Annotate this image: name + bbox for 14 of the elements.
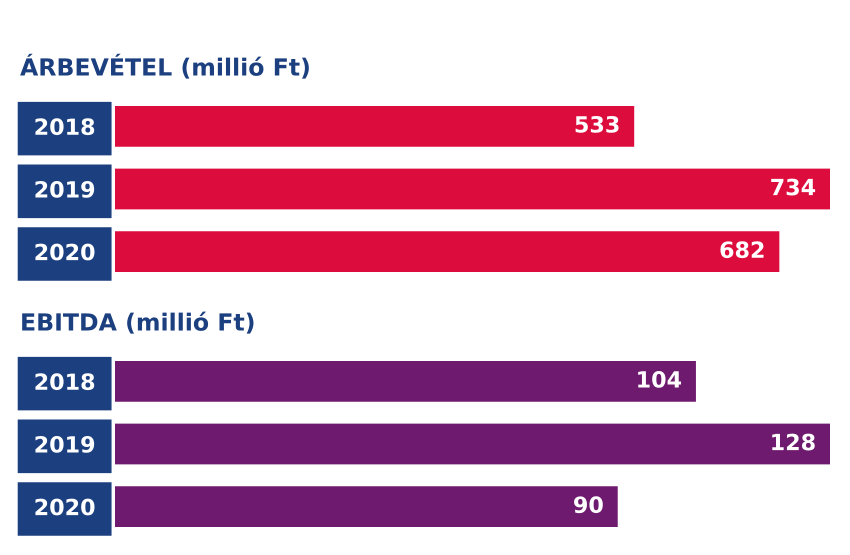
chart-title: EBITDA (millió Ft)	[22, 312, 254, 334]
y-tick-label: 2018	[35, 118, 94, 136]
chart-title: ÁRBEVÉTEL (millió Ft)	[20, 54, 309, 79]
data-label: 104	[638, 370, 682, 388]
y-tick-label: 2019	[35, 180, 94, 198]
data-label: 128	[772, 434, 815, 450]
y-tick-label: 2018	[35, 373, 94, 390]
data-label: 90	[574, 496, 603, 514]
y-tick-label: 2020	[35, 498, 94, 516]
data-label: 682	[720, 241, 764, 258]
y-tick-label: 2019	[35, 436, 94, 453]
data-label: 734	[771, 178, 816, 196]
data-label: 533	[576, 116, 619, 133]
y-tick-label: 2020	[35, 244, 94, 260]
